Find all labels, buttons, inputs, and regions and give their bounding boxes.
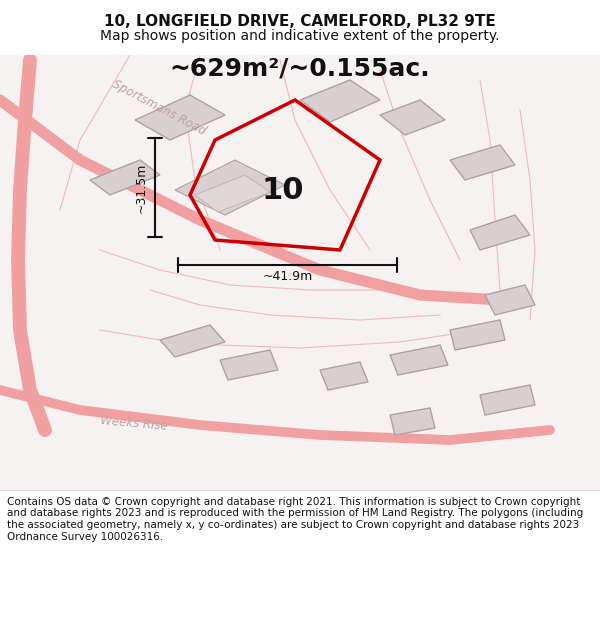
Text: Map shows position and indicative extent of the property.: Map shows position and indicative extent…	[100, 29, 500, 43]
Text: 10: 10	[261, 176, 304, 206]
Polygon shape	[175, 160, 285, 215]
Text: Sportsmans Road: Sportsmans Road	[110, 78, 208, 138]
Polygon shape	[485, 285, 535, 315]
Polygon shape	[90, 160, 160, 195]
Polygon shape	[300, 80, 380, 122]
Polygon shape	[220, 350, 278, 380]
Polygon shape	[320, 362, 368, 390]
Polygon shape	[380, 100, 445, 135]
Polygon shape	[450, 145, 515, 180]
Polygon shape	[470, 215, 530, 250]
Polygon shape	[390, 345, 448, 375]
Text: Weeks Rise: Weeks Rise	[100, 414, 169, 433]
Text: ~629m²/~0.155ac.: ~629m²/~0.155ac.	[170, 56, 430, 80]
Polygon shape	[450, 320, 505, 350]
Polygon shape	[135, 95, 225, 140]
Polygon shape	[160, 325, 225, 357]
Text: ~41.9m: ~41.9m	[262, 271, 313, 284]
Polygon shape	[480, 385, 535, 415]
Text: 10, LONGFIELD DRIVE, CAMELFORD, PL32 9TE: 10, LONGFIELD DRIVE, CAMELFORD, PL32 9TE	[104, 14, 496, 29]
Polygon shape	[195, 175, 270, 212]
Text: ~31.5m: ~31.5m	[134, 162, 148, 212]
Polygon shape	[390, 408, 435, 435]
Text: Contains OS data © Crown copyright and database right 2021. This information is : Contains OS data © Crown copyright and d…	[7, 497, 583, 541]
